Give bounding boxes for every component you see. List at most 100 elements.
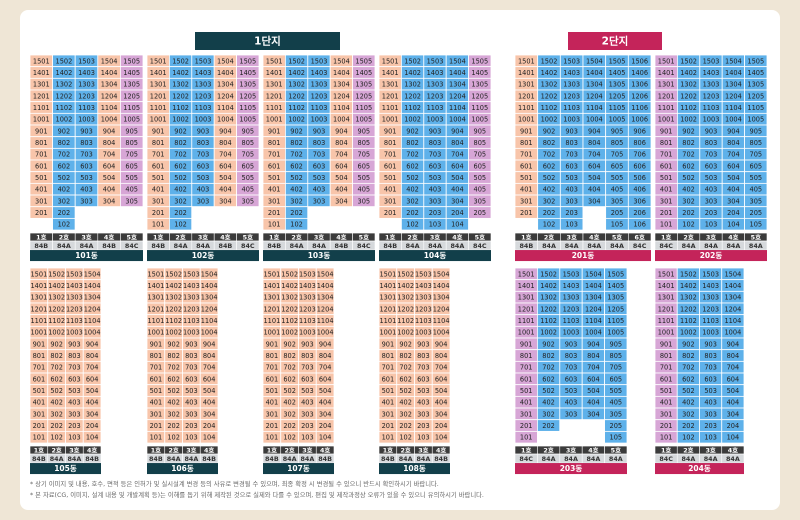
unit-number: 1504 xyxy=(449,57,466,65)
unit-cell xyxy=(82,430,102,444)
unit-number: 305 xyxy=(242,197,255,205)
unit-number: 202 xyxy=(283,422,296,430)
unit-number: 104 xyxy=(319,434,332,442)
unit-number: 1104 xyxy=(84,317,101,325)
unit-number: 205 xyxy=(474,209,487,217)
unit-number: 1506 xyxy=(631,57,648,65)
unit-number: 1405 xyxy=(355,69,372,77)
unit-number: 901 xyxy=(660,127,673,135)
unit-number: 201 xyxy=(520,422,533,430)
unit-label: 3호 xyxy=(81,232,91,241)
unit-number: 402 xyxy=(290,186,303,194)
unit-number: 904 xyxy=(435,340,448,348)
unit-number: 603 xyxy=(197,162,210,170)
unit-number: 602 xyxy=(50,375,63,383)
empty-cell xyxy=(581,419,606,432)
unit-number: 202 xyxy=(682,209,695,217)
unit-number: 203 xyxy=(301,422,314,430)
empty-cell xyxy=(514,217,539,231)
empty-cell xyxy=(307,206,331,219)
type-label: 84A xyxy=(610,242,624,250)
unit-number: 1003 xyxy=(427,116,444,124)
unit-number: 104 xyxy=(727,434,740,442)
unit-number: 304 xyxy=(435,410,448,418)
unit-number: 301 xyxy=(33,410,46,418)
unit-number: 803 xyxy=(80,139,93,147)
unit-number: 404 xyxy=(588,186,601,194)
unit-number: 103 xyxy=(429,221,442,229)
unit-number: 703 xyxy=(565,364,578,372)
unit-number: 903 xyxy=(705,127,718,135)
unit-number: 1501 xyxy=(30,270,47,278)
unit-number: 205 xyxy=(610,422,623,430)
unit-number: 1404 xyxy=(217,69,234,77)
unit-number: 502 xyxy=(542,387,555,395)
unit-number: 502 xyxy=(682,387,695,395)
unit-number: 901 xyxy=(266,340,279,348)
unit-number: 1003 xyxy=(78,116,95,124)
type-label: 84B xyxy=(519,242,533,250)
unit-number: 1503 xyxy=(299,270,316,278)
unit-number: 503 xyxy=(80,174,93,182)
unit-number: 1303 xyxy=(183,294,200,302)
unit-number: 1505 xyxy=(355,57,372,65)
empty-cell xyxy=(74,217,99,231)
complex-tab xyxy=(195,32,340,50)
unit-number: 1501 xyxy=(266,57,283,65)
unit-number: 702 xyxy=(290,151,303,159)
unit-number: 1401 xyxy=(518,69,535,77)
type-label: 84A xyxy=(564,455,578,463)
unit-number: 1305 xyxy=(123,81,140,89)
unit-number: 203 xyxy=(185,422,198,430)
unit-number: 904 xyxy=(86,340,99,348)
unit-number: 1003 xyxy=(563,116,580,124)
type-label: 84B xyxy=(383,242,397,250)
unit-number: 402 xyxy=(50,399,63,407)
unit-number: 1503 xyxy=(702,270,719,278)
unit-number: 1002 xyxy=(397,329,414,337)
unit-number: 801 xyxy=(520,139,533,147)
unit-number: 803 xyxy=(301,352,314,360)
unit-number: 1504 xyxy=(101,57,118,65)
unit-number: 701 xyxy=(150,364,163,372)
unit-number: 601 xyxy=(520,162,533,170)
unit-number: 1202 xyxy=(680,305,697,313)
unit-number: 603 xyxy=(185,375,198,383)
unit-number: 302 xyxy=(399,410,412,418)
unit-number: 803 xyxy=(565,352,578,360)
unit-number: 103 xyxy=(565,221,578,229)
unit-number: 1002 xyxy=(288,116,305,124)
unit-number: 202 xyxy=(58,209,71,217)
type-label: 84A xyxy=(587,242,601,250)
unit-number: 1402 xyxy=(48,282,65,290)
unit-number: 1001 xyxy=(33,116,50,124)
unit-number: 604 xyxy=(727,162,740,170)
complex-name: 2단지 xyxy=(602,35,629,48)
unit-number: 1405 xyxy=(471,69,488,77)
unit-number: 503 xyxy=(705,174,718,182)
unit-number: 202 xyxy=(406,209,419,217)
unit-number: 701 xyxy=(266,364,279,372)
unit-label: 1호 xyxy=(521,445,531,454)
unit-number: 404 xyxy=(335,186,348,194)
unit-number: 502 xyxy=(58,174,71,182)
unit-number: 1301 xyxy=(150,81,167,89)
unit-number: 1304 xyxy=(317,294,334,302)
unit-number: 1005 xyxy=(609,116,626,124)
unit-number: 1204 xyxy=(101,92,118,100)
unit-number: 1404 xyxy=(449,69,466,77)
unit-number: 1105 xyxy=(471,104,488,112)
unit-number: 704 xyxy=(727,364,740,372)
building-name: 204동 xyxy=(688,464,711,473)
unit-number: 704 xyxy=(219,151,232,159)
unit-number: 602 xyxy=(174,162,187,170)
unit-number: 402 xyxy=(542,399,555,407)
unit-number: 604 xyxy=(335,162,348,170)
type-label: 84B xyxy=(381,455,395,463)
unit-label: 2호 xyxy=(400,445,410,454)
unit-number: 905 xyxy=(474,127,487,135)
unit-number: 902 xyxy=(58,127,71,135)
unit-number: 801 xyxy=(660,352,673,360)
unit-number: 301 xyxy=(266,410,279,418)
unit-number: 704 xyxy=(727,151,740,159)
